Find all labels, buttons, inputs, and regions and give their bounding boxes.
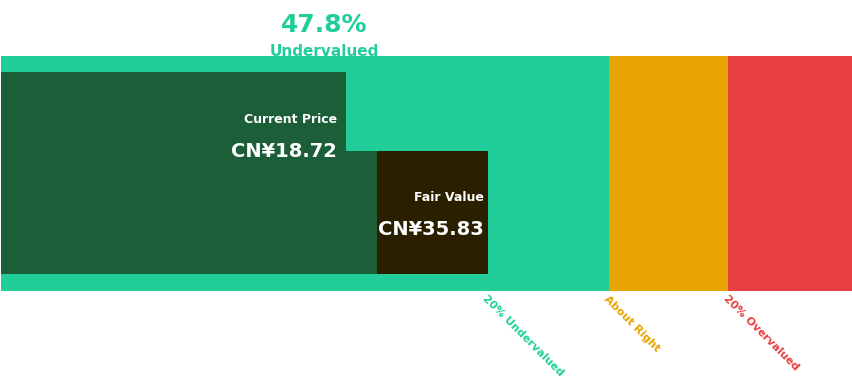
Bar: [487, 134, 608, 291]
Bar: [2, 150, 487, 274]
Text: Current Price: Current Price: [244, 112, 337, 126]
Bar: [728, 134, 850, 291]
Text: About Right: About Right: [602, 294, 661, 353]
Bar: [728, 55, 850, 212]
Text: 47.8%: 47.8%: [281, 13, 367, 38]
Bar: [2, 55, 487, 212]
Bar: [377, 150, 487, 274]
Text: CN¥18.72: CN¥18.72: [231, 142, 337, 161]
Text: Fair Value: Fair Value: [413, 191, 483, 204]
Bar: [608, 134, 728, 291]
Bar: [487, 55, 608, 212]
Bar: [608, 55, 728, 212]
Bar: [2, 134, 487, 291]
Bar: [2, 72, 345, 196]
Text: 20% Undervalued: 20% Undervalued: [480, 294, 565, 378]
Text: Undervalued: Undervalued: [269, 44, 379, 59]
Text: CN¥35.83: CN¥35.83: [377, 220, 483, 239]
Text: 20% Overvalued: 20% Overvalued: [721, 294, 799, 373]
